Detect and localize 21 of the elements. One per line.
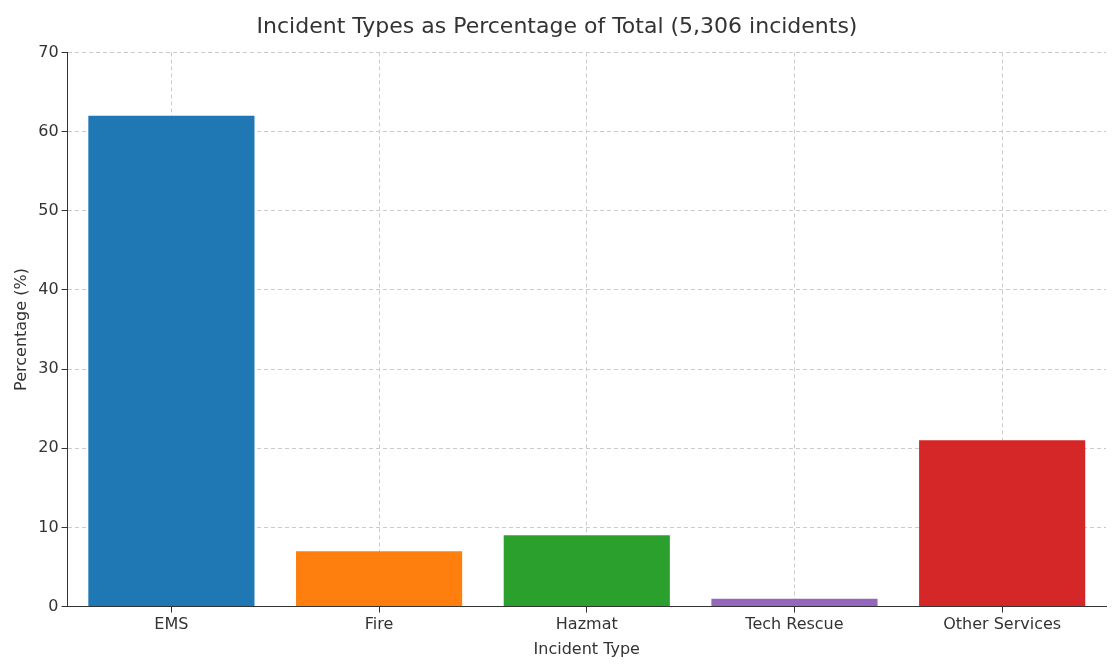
x-tick-label: Fire (364, 614, 394, 634)
bar (919, 440, 1086, 607)
bar (711, 598, 878, 607)
y-tick-label: 70 (38, 41, 59, 61)
x-tick-label: Tech Rescue (744, 614, 844, 634)
y-tick-label: 50 (38, 199, 59, 219)
chart-title: Incident Types as Percentage of Total (5,306 incidents) (256, 12, 858, 38)
y-tick-label: 10 (38, 516, 59, 536)
y-tick-label: 20 (38, 437, 59, 457)
bar (88, 115, 255, 607)
x-tick-label: Other Services (943, 614, 1062, 634)
y-tick-label: 40 (38, 279, 59, 299)
x-tick-label: EMS (154, 614, 189, 634)
bar (296, 551, 463, 607)
y-tick-label: 0 (48, 595, 59, 615)
x-axis-title: Incident Type (533, 638, 640, 658)
bar (503, 535, 670, 607)
y-tick-label: 60 (38, 120, 59, 140)
x-tick-label: Hazmat (555, 614, 618, 634)
y-axis-title: Percentage (%) (10, 268, 30, 391)
y-tick-label: 30 (38, 358, 59, 378)
